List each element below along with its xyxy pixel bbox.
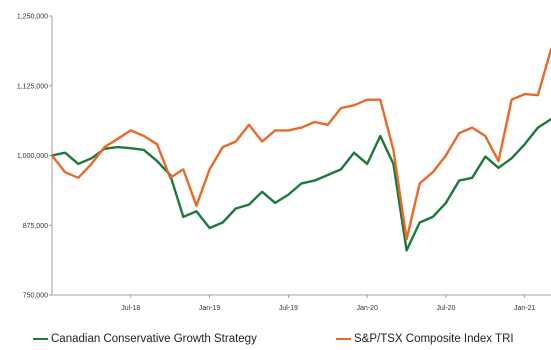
legend-label-series-2: S&P/TSX Composite Index TRI: [354, 333, 514, 345]
y-tick-label: 750,000: [23, 293, 48, 300]
legend-item-series-1: Canadian Conservative Growth Strategy: [33, 330, 257, 348]
y-tick-label: 1,250,000: [17, 14, 48, 21]
x-tick-label: Jul-20: [436, 305, 455, 312]
y-tick-label: 875,000: [23, 223, 48, 230]
tick-labels: 750,000 875,000 1,000,000 1,125,000 1,250,00…: [17, 14, 536, 313]
legend-swatch-series-2: [336, 338, 351, 340]
legend-label-series-1: Canadian Conservative Growth Strategy: [51, 333, 257, 345]
legend-swatch-series-1: [33, 338, 48, 340]
legend: Canadian Conservative Growth Strategy S&…: [0, 330, 551, 348]
axes: [49, 15, 551, 298]
x-tick-label: Jan-19: [199, 305, 221, 312]
x-tick-label: Jan-21: [514, 305, 536, 312]
series-line-1: [50, 118, 551, 252]
y-tick-label: 1,125,000: [17, 83, 48, 90]
x-tick-label: Jan-20: [356, 305, 378, 312]
legend-item-series-2: S&P/TSX Composite Index TRI: [336, 330, 514, 348]
series-lines: [50, 48, 551, 252]
x-tick-label: Jul-18: [121, 305, 140, 312]
x-tick-label: Jul-19: [279, 305, 298, 312]
y-tick-label: 1,000,000: [17, 153, 48, 160]
series-line-2: [50, 48, 551, 241]
